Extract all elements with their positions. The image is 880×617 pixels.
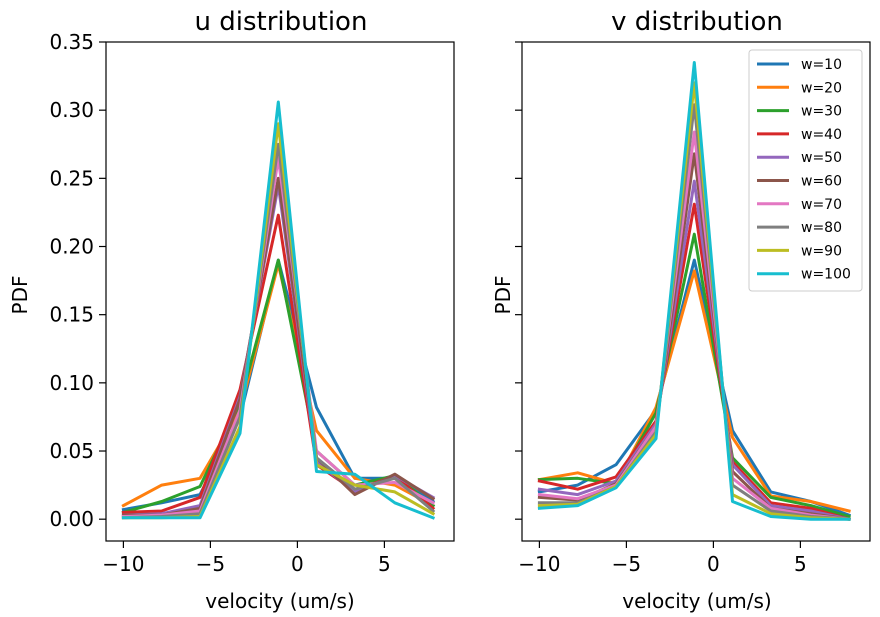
axes-frame <box>105 41 455 542</box>
x-tick-label: 0 <box>291 552 304 576</box>
y-tick-label: 0.00 <box>49 507 94 531</box>
y-axis-label: PDF <box>8 276 32 315</box>
y-tick-label: 0.30 <box>49 98 94 122</box>
legend-label: w=30 <box>801 104 842 120</box>
x-tick-label: −10 <box>102 552 144 576</box>
legend-label: w=50 <box>801 150 842 166</box>
y-tick-label: 0.35 <box>49 30 94 54</box>
v-distribution-panel: v distribution PDF velocity (um/s) −10 −5… <box>491 7 871 613</box>
legend-label: w=10 <box>801 57 842 73</box>
y-tick-label: 0.25 <box>49 166 94 190</box>
x-tick-label: −10 <box>518 552 560 576</box>
series-line-w-50 <box>537 179 851 521</box>
legend-label: w=90 <box>801 243 842 259</box>
x-tick-label: 5 <box>378 552 391 576</box>
series-line-w-100 <box>537 61 851 521</box>
series-line-w-20 <box>537 269 851 513</box>
x-tick-label: 0 <box>707 552 720 576</box>
series-line-w-80 <box>121 142 436 520</box>
x-tick-label: −5 <box>612 552 641 576</box>
legend-label: w=100 <box>801 267 851 283</box>
axes-frame <box>521 41 871 542</box>
series-line-w-40 <box>537 202 851 522</box>
series-line-w-70 <box>537 130 851 521</box>
legend-label: w=40 <box>801 127 842 143</box>
x-axis-label: velocity (um/s) <box>205 589 354 613</box>
y-tick-label: 0.10 <box>49 371 94 395</box>
legend-label: w=20 <box>801 80 842 96</box>
x-tick-label: 5 <box>794 552 807 576</box>
y-tick-label: 0.20 <box>49 235 94 259</box>
u-distribution-panel: u distribution PDF velocity (um/s) −10 −5… <box>8 7 455 613</box>
legend-label: w=60 <box>801 174 842 190</box>
y-axis-label: PDF <box>491 276 515 315</box>
series-line-w-30 <box>121 258 436 515</box>
series-line-w-100 <box>121 100 436 520</box>
x-tick-label: −5 <box>196 552 225 576</box>
y-tick-label: 0.15 <box>49 303 94 327</box>
legend-label: w=80 <box>801 220 842 236</box>
chart-title: v distribution <box>611 7 783 37</box>
chart-title: u distribution <box>195 7 368 37</box>
legend-label: w=70 <box>801 197 842 213</box>
legend: w=10 w=20 w=30 w=40 w=50 w=60 w=70 w=80 w=90 w=10… <box>748 49 863 292</box>
series-line-w-30 <box>537 232 851 519</box>
x-axis-label: velocity (um/s) <box>622 589 771 613</box>
y-tick-label: 0.05 <box>49 439 94 463</box>
